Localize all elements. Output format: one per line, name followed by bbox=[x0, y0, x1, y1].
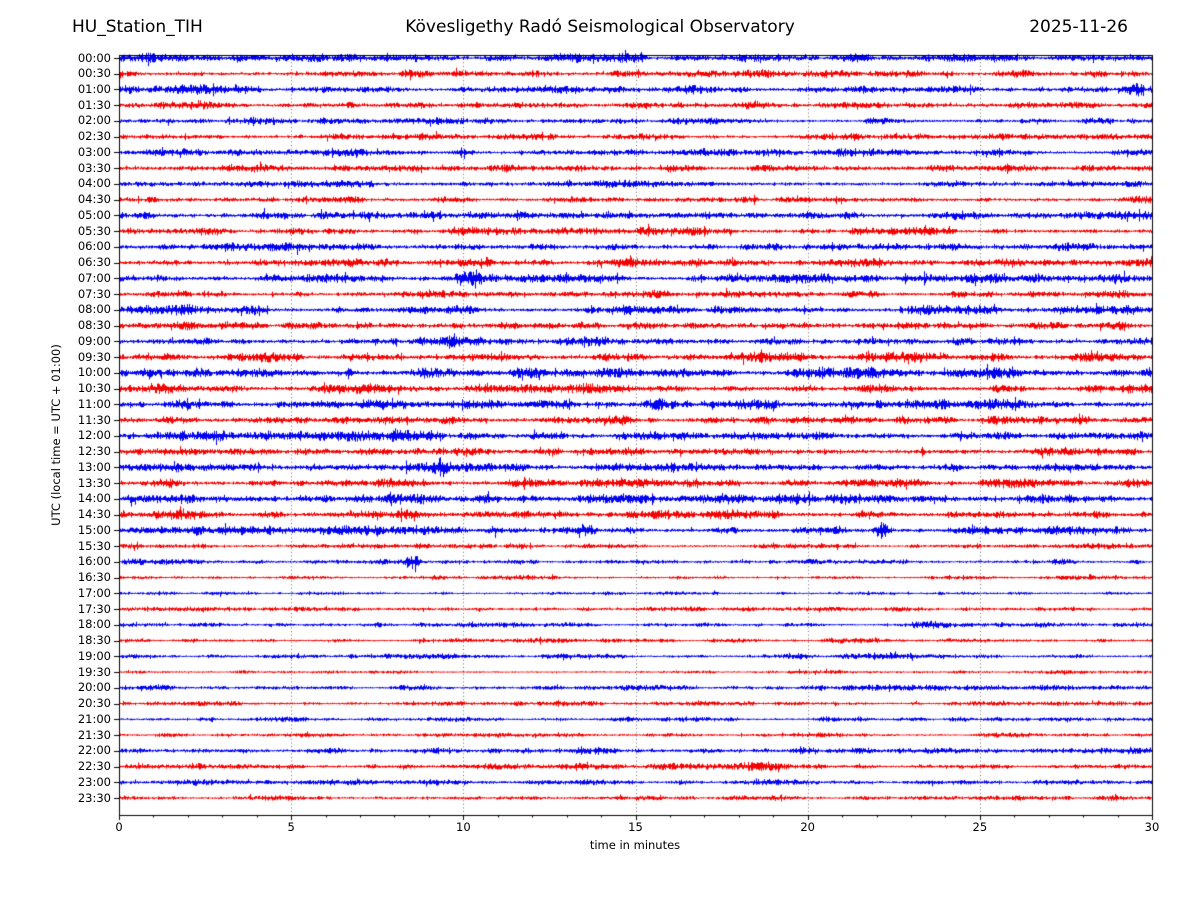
y-tick-label: 08:00 bbox=[77, 302, 111, 317]
y-tick-label: 16:00 bbox=[77, 554, 111, 569]
y-tick-label: 20:30 bbox=[77, 696, 111, 711]
y-tick-label: 00:00 bbox=[77, 50, 111, 65]
y-tick-label: 04:30 bbox=[77, 192, 111, 207]
y-tick-label: 05:00 bbox=[77, 207, 111, 222]
x-tick-label: 30 bbox=[1144, 820, 1160, 834]
y-tick-label: 01:00 bbox=[77, 81, 111, 96]
y-tick-label: 18:00 bbox=[77, 617, 111, 632]
y-tick-label: 16:30 bbox=[77, 570, 111, 585]
y-tick-label: 14:30 bbox=[77, 507, 111, 522]
y-tick-label: 06:00 bbox=[77, 239, 111, 254]
y-tick-label: 15:00 bbox=[77, 522, 111, 537]
y-tick-label: 23:30 bbox=[77, 790, 111, 805]
y-tick-label: 13:30 bbox=[77, 475, 111, 490]
y-tick-label: 10:00 bbox=[77, 365, 111, 380]
y-tick-label: 05:30 bbox=[77, 223, 111, 238]
y-tick-label: 09:30 bbox=[77, 349, 111, 364]
y-tick-label: 03:00 bbox=[77, 144, 111, 159]
y-tick-label: 22:00 bbox=[77, 743, 111, 758]
y-tick-label: 21:30 bbox=[77, 727, 111, 742]
x-tick-label: 5 bbox=[287, 820, 295, 834]
x-tick-label: 10 bbox=[456, 820, 471, 834]
y-tick-label: 07:00 bbox=[77, 270, 111, 285]
y-tick-label: 10:30 bbox=[77, 381, 111, 396]
y-tick-label: 15:30 bbox=[77, 538, 111, 553]
y-tick-label: 19:00 bbox=[77, 648, 111, 663]
y-tick-label: 09:00 bbox=[77, 333, 111, 348]
y-tick-label: 03:30 bbox=[77, 160, 111, 175]
y-tick-label: 13:00 bbox=[77, 459, 111, 474]
y-tick-label: 14:00 bbox=[77, 491, 111, 506]
y-tick-label: 11:00 bbox=[77, 396, 111, 411]
y-tick-label: 02:30 bbox=[77, 129, 111, 144]
x-tick-label: 20 bbox=[800, 820, 815, 834]
y-tick-label: 18:30 bbox=[77, 633, 111, 648]
y-axis-title: UTC (local time = UTC + 01:00) bbox=[49, 344, 63, 526]
x-tick-label: 0 bbox=[115, 820, 123, 834]
y-tick-label: 11:30 bbox=[77, 412, 111, 427]
y-tick-label: 02:00 bbox=[77, 113, 111, 128]
y-tick-label: 21:00 bbox=[77, 711, 111, 726]
y-tick-label: 12:00 bbox=[77, 428, 111, 443]
y-tick-label: 12:30 bbox=[77, 444, 111, 459]
y-tick-label: 06:30 bbox=[77, 255, 111, 270]
y-tick-label: 08:30 bbox=[77, 318, 111, 333]
y-tick-label: 19:30 bbox=[77, 664, 111, 679]
y-tick-label: 17:00 bbox=[77, 585, 111, 600]
y-tick-label: 07:30 bbox=[77, 286, 111, 301]
x-axis-title: time in minutes bbox=[589, 838, 681, 852]
x-tick-label: 15 bbox=[628, 820, 643, 834]
y-tick-label: 17:30 bbox=[77, 601, 111, 616]
y-tick-label: 04:00 bbox=[77, 176, 111, 191]
x-tick-label: 25 bbox=[972, 820, 988, 834]
y-tick-label: 22:30 bbox=[77, 759, 111, 773]
y-tick-label: 00:30 bbox=[77, 66, 111, 81]
y-tick-label: 01:30 bbox=[77, 97, 111, 112]
y-tick-label: 20:00 bbox=[77, 680, 111, 695]
y-tick-label: 23:00 bbox=[77, 774, 111, 789]
